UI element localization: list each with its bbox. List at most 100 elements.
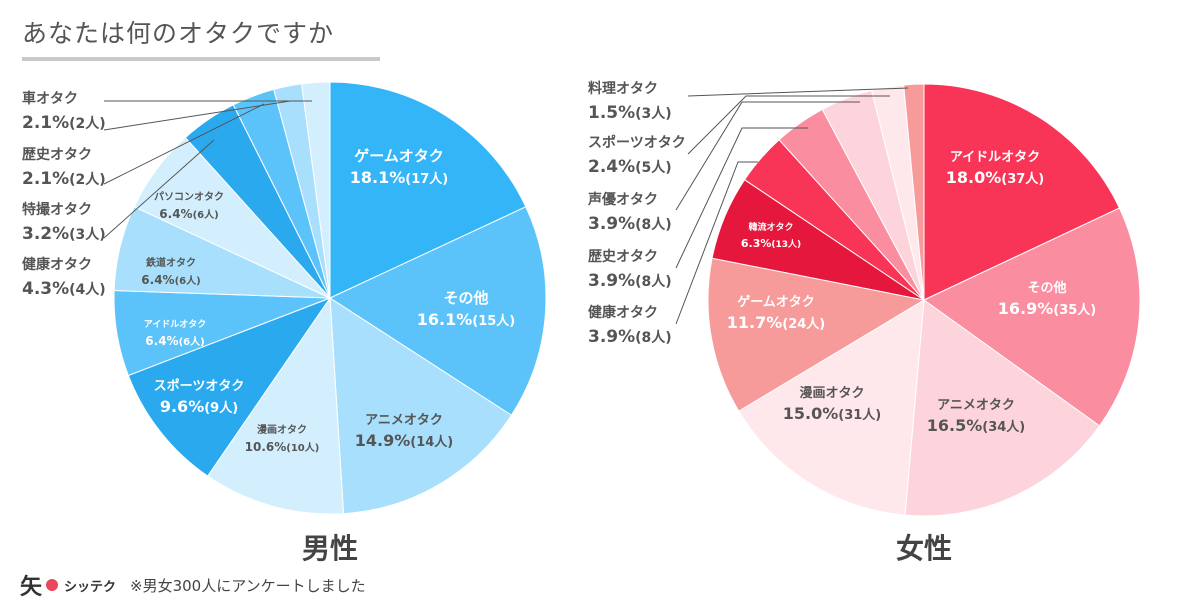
female-slice-count: (31人) [838, 407, 881, 423]
female-slice-value: 16.5%(34人) [927, 416, 1026, 435]
female-slice-value: 16.9%(35人) [998, 299, 1097, 318]
male-slice-value: 16.1%(15人) [417, 310, 516, 329]
female-pie-chart: アイドルオタク 18.0%(37人) その他 16.9%(35人) アニメオタク 16.5… [587, 80, 1141, 565]
female-leader-line [675, 161, 758, 325]
male-chart-title: 男性 [302, 532, 358, 565]
male-slice-value: 14.9%(14人) [355, 431, 454, 450]
female-slice-count: (34人) [982, 419, 1025, 435]
footer: 矢 シッテク ※男女300人にアンケートしました [20, 570, 366, 600]
male-slice [329, 81, 527, 299]
male-slice-count: (10人) [286, 441, 319, 454]
male-outside-count: (2人) [69, 115, 106, 132]
male-slice [328, 206, 547, 416]
male-slice [329, 297, 513, 515]
female-leader-line [675, 101, 860, 211]
male-outside-label: 車オタク [22, 90, 78, 107]
title-underline [22, 57, 380, 61]
female-slice [707, 257, 926, 412]
male-slice-label: パソコンオタク [154, 191, 224, 203]
male-leader-line [103, 100, 291, 131]
female-slice [904, 299, 1101, 517]
female-outside-value: 3.9%(8人) [588, 271, 672, 291]
female-slice-value: 15.0%(31人) [783, 404, 882, 423]
male-outside-value: 2.1%(2人) [22, 169, 106, 189]
female-chart-title: 女性 [896, 532, 952, 565]
female-slice-label: アイドルオタク [950, 150, 1040, 165]
female-outside-value: 1.5%(3人) [588, 103, 672, 123]
male-slice [127, 296, 332, 477]
male-slice-count: (6人) [193, 208, 219, 221]
female-slice [923, 83, 1121, 301]
logo-dot-icon [46, 579, 59, 591]
male-outside-count: (2人) [69, 171, 106, 188]
male-slice-label: スポーツオタク [154, 378, 245, 394]
male-slice-count: (15人) [472, 313, 515, 329]
female-slice-count: (37人) [1001, 171, 1044, 187]
female-slice-label: その他 [1027, 280, 1066, 296]
male-outside-label: 特撮オタク [22, 201, 92, 218]
male-slice-value: 6.4%(6人) [145, 334, 204, 348]
male-leader-line [103, 139, 215, 239]
male-slice-label: アニメオタク [365, 413, 443, 428]
female-leader-line [675, 127, 808, 269]
female-outside-label: 歴史オタク [588, 249, 658, 265]
male-slice-label: ゲームオタク [354, 147, 444, 165]
male-outside-value: 3.2%(3人) [22, 224, 106, 244]
male-slice-count: (9人) [204, 400, 238, 416]
female-leader-line [687, 87, 909, 97]
female-slice-value: 6.3%(13人) [741, 237, 801, 250]
male-slice [301, 81, 331, 299]
female-slice [923, 207, 1141, 427]
female-slice-count: (24人) [782, 316, 825, 332]
male-slice-label: その他 [443, 289, 488, 307]
female-outside-value: 2.4%(5人) [588, 157, 672, 177]
female-slice-count: (13人) [771, 238, 801, 250]
male-outside-label: 健康オタク [22, 256, 92, 273]
female-outside-label: スポーツオタク [588, 134, 686, 151]
page-title: あなたは何のオタクですか [22, 19, 335, 48]
female-outside-count: (5人) [635, 159, 672, 176]
male-outside-count: (4人) [69, 281, 106, 298]
female-slice-label: 漫画オタク [799, 385, 864, 401]
male-outside-count: (3人) [69, 226, 106, 243]
male-slice-count: (17人) [405, 171, 448, 187]
female-leader-line [687, 95, 890, 155]
female-outside-value: 3.9%(8人) [588, 327, 672, 347]
male-slice-label: アイドルオタク [144, 318, 207, 330]
male-slice-value: 10.6%(10人) [245, 440, 320, 454]
survey-note: ※男女300人にアンケートしました [130, 576, 366, 595]
female-outside-count: (8人) [635, 216, 672, 233]
female-outside-label: 料理オタク [588, 80, 658, 97]
male-slice-value: 18.1%(17人) [350, 168, 449, 187]
male-slice-value: 9.6%(9人) [160, 397, 238, 416]
male-slice-count: (6人) [175, 274, 201, 287]
female-slice [738, 299, 925, 516]
female-slice [903, 83, 925, 301]
female-slice-label: 韓流オタク [748, 221, 793, 233]
male-slice-label: 鉄道オタク [146, 256, 196, 269]
female-slice-value: 18.0%(37人) [946, 168, 1045, 187]
female-outside-count: (3人) [635, 105, 672, 122]
female-outside-count: (8人) [635, 329, 672, 346]
female-slice-count: (35人) [1053, 302, 1096, 318]
female-outside-label: 声優オタク [587, 191, 658, 208]
male-slice-value: 6.4%(6人) [141, 273, 200, 287]
male-pie-chart: ゲームオタク 18.1%(17人) その他 16.1%(15人) アニメオタク 14.9%… [22, 81, 547, 565]
female-outside-label: 健康オタク [588, 304, 658, 321]
female-outside-count: (8人) [635, 273, 672, 290]
male-outside-label: 歴史オタク [22, 147, 92, 163]
male-slice-label: 漫画オタク [257, 424, 307, 436]
male-outside-value: 2.1%(2人) [22, 113, 106, 133]
male-slice-value: 6.4%(6人) [159, 207, 218, 221]
female-slice-value: 11.7%(24人) [727, 313, 826, 332]
logo-kanji: 矢 [20, 575, 43, 600]
male-outside-value: 4.3%(4人) [22, 279, 106, 299]
logo-text: シッテク [64, 579, 117, 595]
female-outside-value: 3.9%(8人) [588, 214, 672, 234]
male-leader-line [103, 103, 265, 185]
male-slice [206, 296, 345, 515]
female-slice-label: アニメオタク [937, 398, 1015, 413]
female-slice-label: ゲームオタク [737, 294, 815, 310]
male-slice-count: (14人) [410, 434, 453, 450]
